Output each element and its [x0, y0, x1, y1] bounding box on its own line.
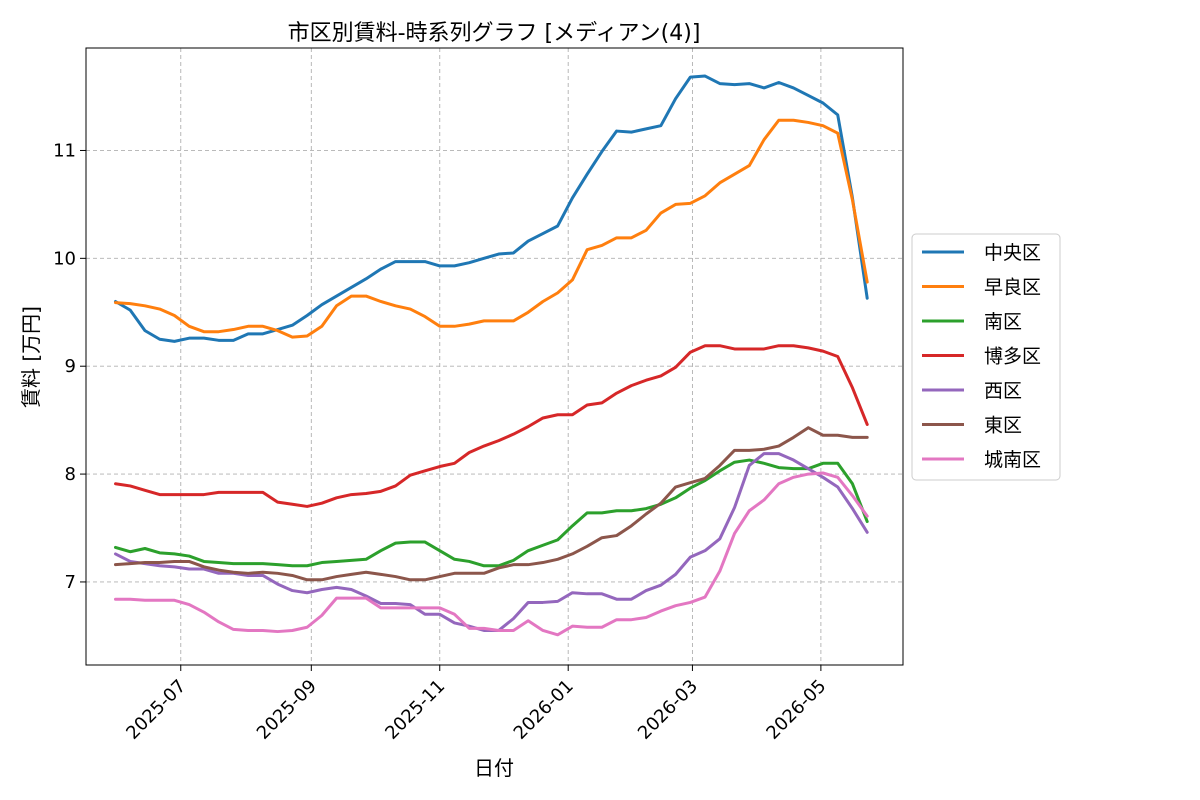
x-tick-label: 2026-05: [762, 676, 830, 744]
series-line-南区: [113, 458, 869, 568]
y-axis-label: 賃料 [万円]: [19, 306, 43, 408]
y-tick-label: 8: [65, 464, 76, 485]
y-tick-label: 7: [65, 572, 76, 593]
x-tick-label: 2025-07: [122, 676, 190, 744]
legend-item-label: 南区: [984, 311, 1022, 333]
x-tick-label: 2026-01: [510, 676, 578, 744]
legend-item-label: 西区: [984, 380, 1022, 402]
legend-item-label: 早良区: [984, 277, 1041, 299]
legend-item-label: 城南区: [984, 449, 1041, 471]
x-tick-label: 2025-11: [381, 676, 449, 744]
y-tick-label: 9: [65, 356, 76, 377]
legend-item-label: 博多区: [984, 346, 1041, 368]
x-tick-label: 2025-09: [253, 676, 321, 744]
series-line-早良区: [113, 118, 869, 339]
x-axis: 2025-07 2025-09 2025-11 2026-01 2026-03 2026-…: [122, 665, 830, 744]
series-lines: [113, 74, 869, 637]
y-tick-label: 10: [53, 248, 76, 269]
legend-frame: [911, 233, 1061, 481]
series-line-東区: [113, 426, 869, 582]
x-tick-label: 2026-03: [634, 676, 702, 744]
plot-frame: [85, 47, 904, 666]
series-line-城南区: [113, 471, 869, 637]
legend-item-label: 東区: [984, 415, 1022, 437]
x-axis-label: 日付: [474, 756, 514, 780]
legend-item-label: 中央区: [984, 242, 1041, 264]
y-axis: 7 8 9 10 11: [53, 140, 86, 593]
chart-title: 市区別賃料-時系列グラフ [メディアン(4)]: [288, 21, 701, 46]
series-line-博多区: [113, 344, 869, 508]
grid: [86, 48, 903, 665]
series-line-中央区: [113, 74, 869, 343]
series-line-西区: [113, 452, 869, 632]
y-tick-label: 11: [53, 140, 76, 161]
